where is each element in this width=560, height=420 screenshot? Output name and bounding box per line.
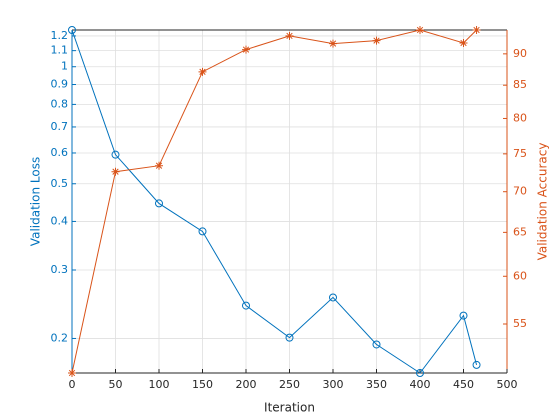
y-tick-label: 0.3 xyxy=(51,263,69,276)
marker xyxy=(68,369,76,377)
y-axis-label: Validation Loss xyxy=(29,157,43,246)
y-tick-label: 1.1 xyxy=(51,44,69,57)
x-tick-label: 100 xyxy=(149,378,170,391)
x-tick-label: 450 xyxy=(453,378,474,391)
x-tick-label: 250 xyxy=(279,378,300,391)
y-tick-label: 1.2 xyxy=(51,29,69,42)
x-tick-label: 300 xyxy=(323,378,344,391)
marker xyxy=(111,150,120,159)
marker xyxy=(242,45,250,54)
x-tick-label: 150 xyxy=(192,378,213,391)
marker xyxy=(472,360,481,369)
marker xyxy=(372,36,381,45)
marker xyxy=(285,31,294,40)
y-tick-label: 0.2 xyxy=(51,331,69,344)
y2-axis-label: Validation Accuracy xyxy=(536,143,550,261)
series-line xyxy=(71,29,478,374)
marker xyxy=(198,67,207,76)
marker xyxy=(242,301,250,310)
marker xyxy=(372,340,381,349)
y-tick-label: 0.4 xyxy=(51,214,69,227)
x-tick-label: 400 xyxy=(410,378,431,391)
y-tick-label: 0.8 xyxy=(51,97,69,110)
marker xyxy=(111,167,120,176)
y-tick-label: 0.6 xyxy=(51,146,69,159)
x-tick-label: 200 xyxy=(236,378,257,391)
y2-tick-label: 70 xyxy=(513,185,527,198)
marker xyxy=(329,39,337,48)
x-tick-label: 500 xyxy=(497,378,518,391)
y2-tick-label: 55 xyxy=(513,317,527,330)
y2-tick-label: 75 xyxy=(513,147,527,160)
marker xyxy=(329,293,337,302)
marker xyxy=(416,369,424,377)
marker xyxy=(68,26,76,34)
y-tick-label: 0.5 xyxy=(51,177,69,190)
marker xyxy=(416,26,424,34)
x-tick-label: 50 xyxy=(109,378,123,391)
x-tick-label: 0 xyxy=(69,378,76,391)
x-tick-label: 350 xyxy=(366,378,387,391)
marker xyxy=(459,311,468,320)
marker xyxy=(472,26,481,34)
marker xyxy=(459,38,468,47)
marker xyxy=(285,333,294,342)
y-tick-label: 1 xyxy=(61,60,68,73)
marker xyxy=(198,227,207,236)
y2-tick-label: 80 xyxy=(513,111,527,124)
y2-tick-label: 85 xyxy=(513,78,527,91)
y-tick-label: 0.7 xyxy=(51,120,69,133)
y2-tick-label: 90 xyxy=(513,47,527,60)
marker xyxy=(155,161,163,170)
y2-tick-label: 65 xyxy=(513,225,527,238)
x-axis-label: Iteration xyxy=(264,401,315,415)
y-tick-label: 0.9 xyxy=(51,78,69,91)
marker xyxy=(155,199,163,208)
y2-tick-label: 60 xyxy=(513,269,527,282)
